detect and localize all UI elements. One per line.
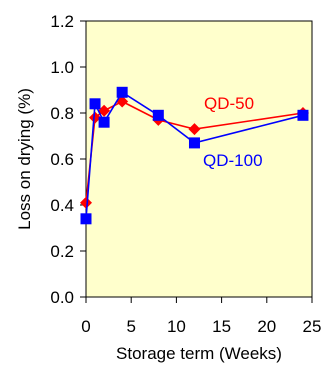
data-point-qd-100 bbox=[152, 109, 164, 121]
y-tick-label: 0.4 bbox=[50, 196, 74, 215]
x-tick-label: 10 bbox=[167, 317, 186, 336]
x-axis-title: Storage term (Weeks) bbox=[116, 344, 282, 363]
y-tick-label: 1.0 bbox=[50, 58, 74, 77]
x-axis: 0 5 10 15 20 25 bbox=[81, 297, 321, 336]
data-point-qd-100 bbox=[98, 116, 110, 128]
y-tick-label: 0.8 bbox=[50, 104, 74, 123]
data-point-qd-100 bbox=[89, 98, 101, 110]
series-label-qd-50: QD-50 bbox=[204, 94, 254, 113]
data-point-qd-100 bbox=[188, 137, 200, 149]
x-tick-label: 20 bbox=[257, 317, 276, 336]
x-tick-label: 15 bbox=[212, 317, 231, 336]
y-tick-label: 1.2 bbox=[50, 12, 74, 31]
y-axis-title: Loss on drying (%) bbox=[15, 88, 34, 230]
data-point-qd-50 bbox=[80, 196, 92, 209]
data-point-qd-100 bbox=[116, 86, 128, 98]
series-layer bbox=[80, 86, 309, 225]
data-point-qd-50 bbox=[89, 111, 102, 124]
data-point-qd-100 bbox=[297, 109, 309, 121]
y-tick-label: 0.2 bbox=[50, 242, 74, 261]
data-point-qd-50 bbox=[98, 104, 111, 117]
series-qd-100 bbox=[80, 86, 309, 225]
x-tick-label: 5 bbox=[126, 317, 135, 336]
x-tick-label: 0 bbox=[81, 317, 90, 336]
data-point-qd-50 bbox=[188, 123, 201, 136]
y-axis: 0.0 0.2 0.4 0.6 0.8 1.0 1.2 bbox=[50, 12, 86, 307]
y-tick-label: 0.6 bbox=[50, 150, 74, 169]
data-point-qd-100 bbox=[80, 213, 92, 225]
x-tick-label: 25 bbox=[303, 317, 322, 336]
series-label-qd-100: QD-100 bbox=[203, 151, 263, 170]
plot-area bbox=[85, 20, 313, 298]
y-tick-label: 0.0 bbox=[50, 288, 74, 307]
